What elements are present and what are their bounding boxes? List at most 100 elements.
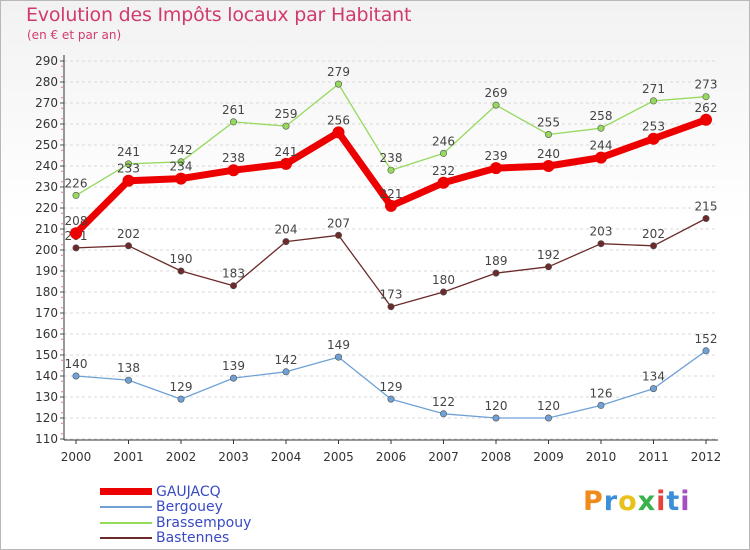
- legend-item: GAUJACQ: [100, 484, 251, 500]
- brand-logo: Proxiti: [583, 486, 691, 517]
- data-label: 120: [537, 399, 560, 413]
- data-point: [282, 238, 290, 246]
- data-point: [282, 368, 290, 376]
- chart-title: Evolution des Impôts locaux par Habitant: [26, 4, 412, 26]
- data-point: [597, 240, 605, 248]
- y-tick-label: 270: [35, 96, 58, 110]
- data-label: 152: [695, 332, 718, 346]
- data-point: [227, 164, 240, 177]
- y-tick-label: 170: [35, 306, 58, 320]
- data-point: [490, 162, 502, 175]
- data-point: [492, 101, 500, 109]
- data-point: [385, 199, 397, 212]
- data-point: [387, 166, 395, 174]
- data-label: 238: [222, 151, 245, 165]
- data-label: 183: [222, 267, 245, 281]
- data-point: [72, 244, 80, 252]
- chart-subtitle: (en € et par an): [27, 28, 122, 42]
- data-label: 234: [170, 160, 193, 174]
- data-point: [597, 401, 605, 409]
- y-tick-label: 240: [35, 159, 58, 173]
- data-label: 259: [275, 107, 298, 121]
- data-point: [230, 282, 238, 290]
- brand-letter: o: [618, 486, 638, 517]
- data-point: [597, 124, 605, 132]
- data-point: [125, 160, 133, 168]
- series-gaujacq: 208 233 234 238 241 256 221 232 239 240 244 253 262: [65, 101, 717, 240]
- data-label: 256: [327, 113, 350, 127]
- data-label: 134: [642, 370, 665, 384]
- y-tick-label: 110: [35, 432, 58, 446]
- data-label: 129: [170, 380, 193, 394]
- data-point: [230, 118, 238, 126]
- data-point: [177, 267, 185, 275]
- legend-item: Bastennes: [100, 530, 251, 546]
- data-label: 122: [432, 395, 455, 409]
- data-point: [334, 80, 342, 88]
- brand-letter: P: [583, 486, 604, 517]
- data-label: 180: [432, 273, 455, 287]
- data-label: 202: [117, 227, 140, 241]
- x-tick-label: 2001: [113, 450, 144, 464]
- data-point: [177, 395, 185, 403]
- y-tick-label: 200: [35, 243, 58, 257]
- x-tick-label: 2004: [271, 450, 302, 464]
- data-label: 233: [117, 162, 140, 176]
- data-label: 232: [432, 164, 455, 178]
- data-point: [125, 242, 133, 250]
- data-point: [332, 126, 345, 139]
- x-tick-label: 2002: [166, 450, 197, 464]
- data-label: 190: [170, 252, 193, 266]
- data-point: [230, 374, 238, 382]
- y-tick-label: 290: [35, 54, 58, 68]
- legend-swatch: [100, 537, 152, 540]
- data-label: 126: [590, 386, 613, 400]
- data-label: 242: [170, 143, 193, 157]
- data-label: 244: [590, 139, 613, 153]
- data-label: 204: [275, 223, 298, 237]
- data-label: 189: [485, 254, 508, 268]
- data-label: 129: [380, 380, 403, 394]
- data-label: 192: [537, 248, 560, 262]
- data-point: [542, 160, 555, 172]
- data-label: 139: [222, 359, 245, 373]
- legend-swatch: [100, 506, 152, 509]
- brand-letter: t: [666, 486, 681, 517]
- data-point: [702, 93, 710, 101]
- data-point: [702, 215, 710, 223]
- x-tick-label: 2012: [691, 450, 722, 464]
- x-tick-label: 2007: [428, 450, 459, 464]
- data-point: [439, 410, 447, 418]
- data-label: 253: [642, 120, 665, 134]
- data-point: [334, 231, 342, 239]
- x-tick-label: 2010: [586, 450, 617, 464]
- y-tick-label: 220: [35, 201, 58, 215]
- data-point: [282, 122, 290, 130]
- data-label: 142: [275, 353, 298, 367]
- data-point: [544, 131, 552, 139]
- legend-item: Brassempouy: [100, 515, 251, 531]
- data-label: 255: [537, 116, 560, 130]
- y-tick-label: 280: [35, 75, 58, 89]
- data-point: [125, 376, 133, 384]
- data-point: [175, 172, 187, 185]
- data-point: [437, 176, 450, 189]
- data-label: 173: [380, 288, 403, 302]
- data-label: 261: [222, 103, 245, 117]
- data-point: [70, 227, 82, 240]
- data-label: 203: [590, 225, 613, 239]
- data-point: [544, 263, 552, 271]
- data-point: [280, 157, 292, 170]
- data-label: 238: [380, 151, 403, 165]
- y-tick-label: 130: [35, 390, 58, 404]
- data-label: 271: [642, 82, 665, 96]
- legend-label: GAUJACQ: [156, 483, 221, 500]
- data-point: [439, 288, 447, 296]
- data-label: 258: [590, 109, 613, 123]
- x-tick-label: 2008: [481, 450, 512, 464]
- data-point: [387, 303, 395, 311]
- brand-letter: i: [656, 486, 667, 517]
- series-bastennes: 201202190183204207173180189192203202215: [65, 200, 717, 311]
